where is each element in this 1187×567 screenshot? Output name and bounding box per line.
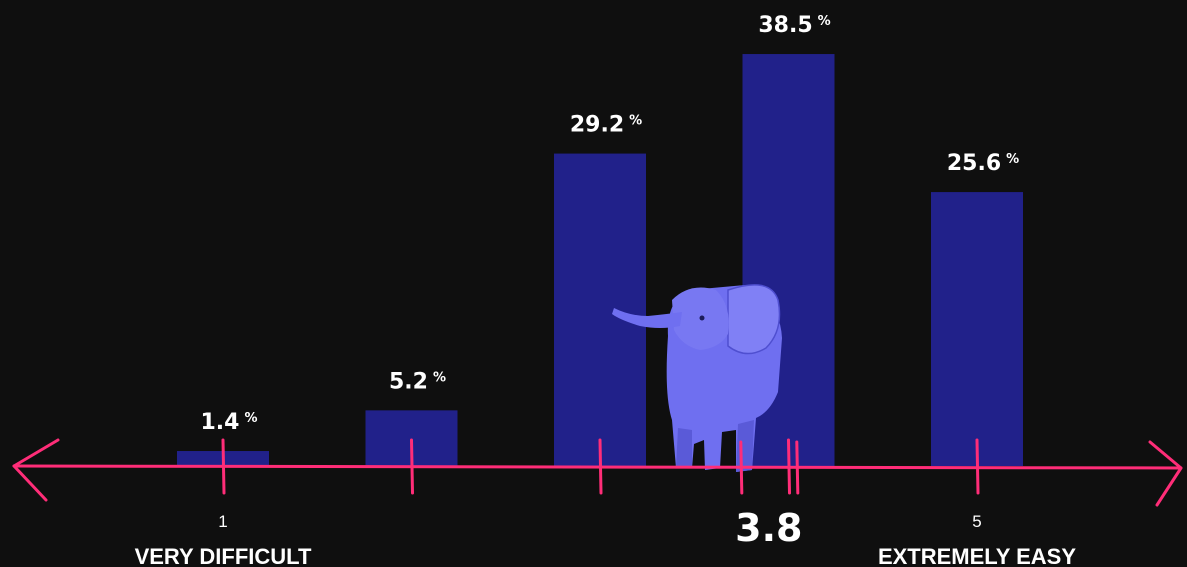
bar-value-unit: % <box>1006 152 1019 167</box>
bar-value-label: 5.2% <box>389 369 446 394</box>
mean-label: 3.8 <box>735 506 802 550</box>
right-end-label: EXTREMELY EASY <box>878 544 1076 567</box>
bar-5 <box>931 192 1023 466</box>
tick-4 <box>787 438 791 495</box>
tick-label-5: 5 <box>972 512 981 531</box>
bars-group <box>177 54 1023 467</box>
tick-5 <box>975 438 980 495</box>
bar-value-label: 1.4% <box>200 410 257 435</box>
right-arrow-icon <box>1148 440 1183 507</box>
bar-value-unit: % <box>818 14 831 29</box>
tick-2 <box>410 438 414 495</box>
tick-1 <box>221 438 226 495</box>
bar-value-number: 5.2 <box>389 369 428 394</box>
bar-3 <box>554 153 646 466</box>
tick-3 <box>598 438 603 495</box>
left-arrow-icon <box>12 438 60 502</box>
left-end-label: VERY DIFFICULT <box>135 544 312 567</box>
bar-value-number: 1.4 <box>200 410 239 435</box>
axis-group <box>12 438 1183 507</box>
tick-label-1: 1 <box>218 512 227 531</box>
bar-value-unit: % <box>629 114 642 129</box>
bar-value-number: 38.5 <box>758 13 812 38</box>
mean-tick-1 <box>739 440 744 495</box>
x-axis-line <box>12 464 1183 470</box>
bar-value-number: 25.6 <box>947 151 1001 176</box>
bar-value-label: 38.5% <box>758 13 830 38</box>
elephant-icon <box>612 284 782 472</box>
bar-value-label: 29.2% <box>570 113 642 138</box>
bar-value-number: 29.2 <box>570 113 624 138</box>
mean-tick-2 <box>795 440 800 495</box>
bar-value-label: 25.6% <box>947 151 1019 176</box>
bar-value-unit: % <box>433 370 446 385</box>
bar-value-unit: % <box>244 411 257 426</box>
